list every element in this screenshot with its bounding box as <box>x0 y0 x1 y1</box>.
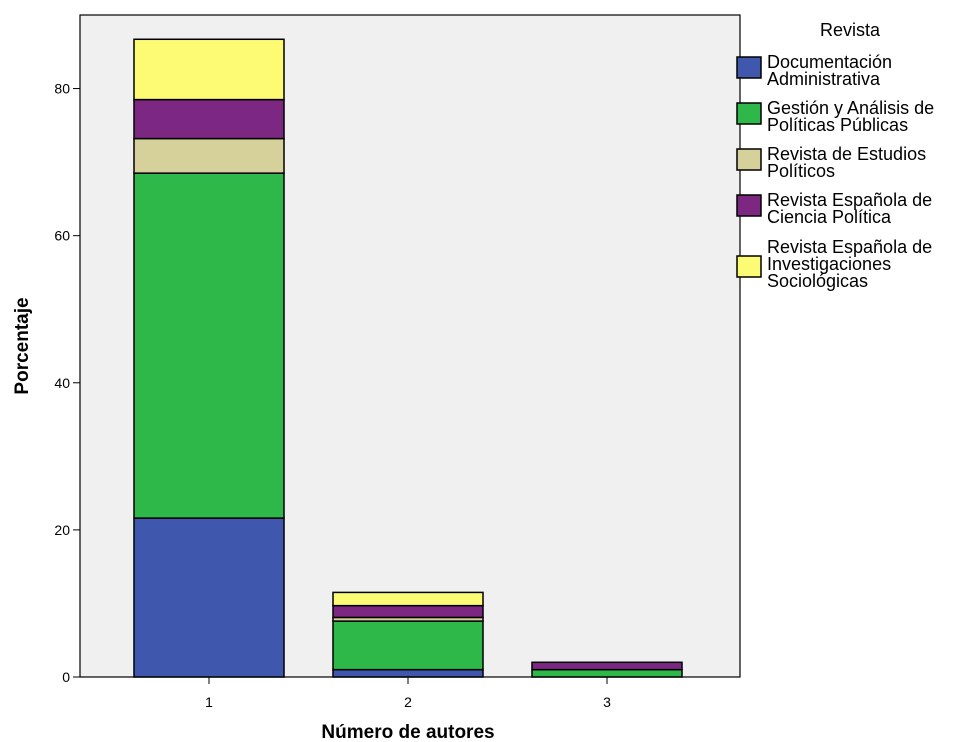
y-tick-label: 60 <box>54 228 70 244</box>
bar-segment-cat2-series1 <box>332 620 484 671</box>
legend-label: Políticos <box>767 161 835 181</box>
y-axis-title: Porcentaje <box>12 297 33 394</box>
legend-label: Documentación <box>767 52 892 72</box>
x-tick-label: 3 <box>603 694 611 710</box>
legend-swatch <box>736 148 762 171</box>
legend-swatch <box>736 102 762 125</box>
y-axis: 0 20 40 60 80 <box>54 81 80 685</box>
y-tick-label: 80 <box>54 81 70 97</box>
x-tick-label: 2 <box>404 694 412 710</box>
legend-label: Políticas Públicas <box>767 115 908 135</box>
x-tick-label: 1 <box>205 694 213 710</box>
bar-segment-cat1-series4 <box>133 38 285 101</box>
legend-label: Revista Española de <box>767 190 932 210</box>
legend-swatch <box>736 194 762 217</box>
bar-segment-cat2-series0 <box>332 668 484 678</box>
x-axis-title: Número de autores <box>321 722 494 742</box>
legend-swatch <box>736 56 762 79</box>
bar-segment-cat1-series2 <box>133 137 285 174</box>
legend-swatch <box>736 255 762 278</box>
bar-segment-cat3-series1 <box>531 668 683 678</box>
bar-segment-cat1-series0 <box>133 517 285 678</box>
y-tick-label: 0 <box>62 669 70 685</box>
legend-label: Gestión y Análisis de <box>767 98 934 118</box>
x-axis: 1 2 3 <box>205 677 611 710</box>
bar-segment-cat1-series1 <box>133 172 285 519</box>
legend-label: Sociológicas <box>767 271 868 291</box>
bar-segment-cat3-series3 <box>531 661 683 671</box>
y-tick-label: 20 <box>54 522 70 538</box>
legend-label: Administrativa <box>767 69 881 89</box>
legend-label: Ciencia Política <box>767 207 892 227</box>
legend-label: Investigaciones <box>767 254 891 274</box>
legend-label: Revista de Estudios <box>767 144 926 164</box>
bar-segment-cat1-series3 <box>133 98 285 140</box>
legend-label: Revista Española de <box>767 237 932 257</box>
bar-segment-cat2-series3 <box>332 604 484 619</box>
bar-segment-cat2-series4 <box>332 591 484 607</box>
y-tick-label: 40 <box>54 375 70 391</box>
legend-title: Revista <box>820 20 881 40</box>
bars-group <box>133 38 683 678</box>
